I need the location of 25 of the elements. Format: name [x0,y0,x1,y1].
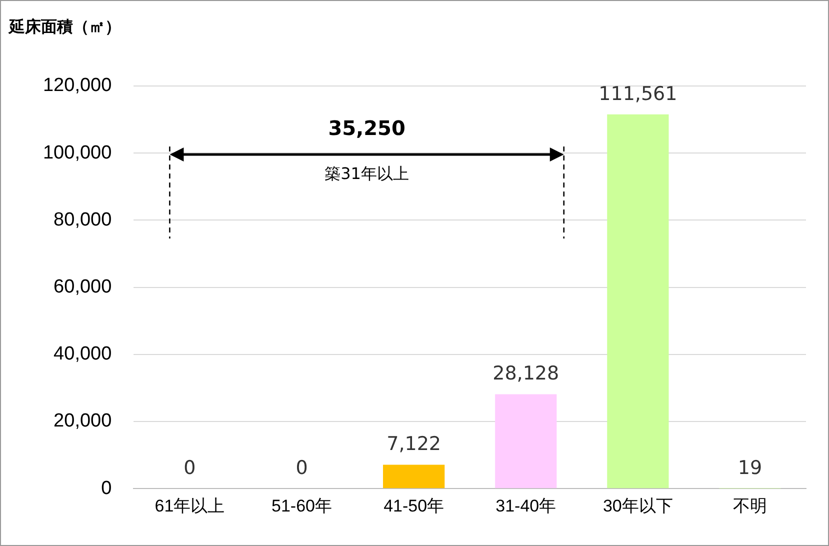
y-tick-label: 60,000 [54,276,112,298]
x-tick-label: 不明 [732,496,767,516]
y-axis-title: 延床面積（㎡） [9,17,121,38]
y-tick-label: 20,000 [54,410,112,432]
y-tick-label: 120,000 [42,75,112,96]
x-tick-label: 31-40年 [496,496,556,516]
bar [495,394,557,488]
x-tick-label: 41-50年 [384,496,444,516]
annotation: 35,250 [328,116,406,140]
annotation: 築31年以上 [324,164,409,186]
data-label: 0 [184,457,196,480]
bar [383,464,445,488]
data-label: 19 [738,456,762,479]
y-tick-label: 0 [101,478,112,499]
bar [607,114,669,488]
data-label: 7,122 [386,433,442,456]
data-label: 0 [296,457,308,480]
y-tick-label: 40,000 [54,344,112,365]
data-label: 28,128 [492,362,560,385]
y-tick-label: 100,000 [42,142,112,164]
y-tick-label: 80,000 [54,209,112,230]
x-tick-label: 61年以上 [154,496,225,516]
x-tick-label: 30年以下 [602,496,673,516]
x-tick-label: 51-60年 [272,496,332,516]
data-label: 111,561 [598,82,678,105]
